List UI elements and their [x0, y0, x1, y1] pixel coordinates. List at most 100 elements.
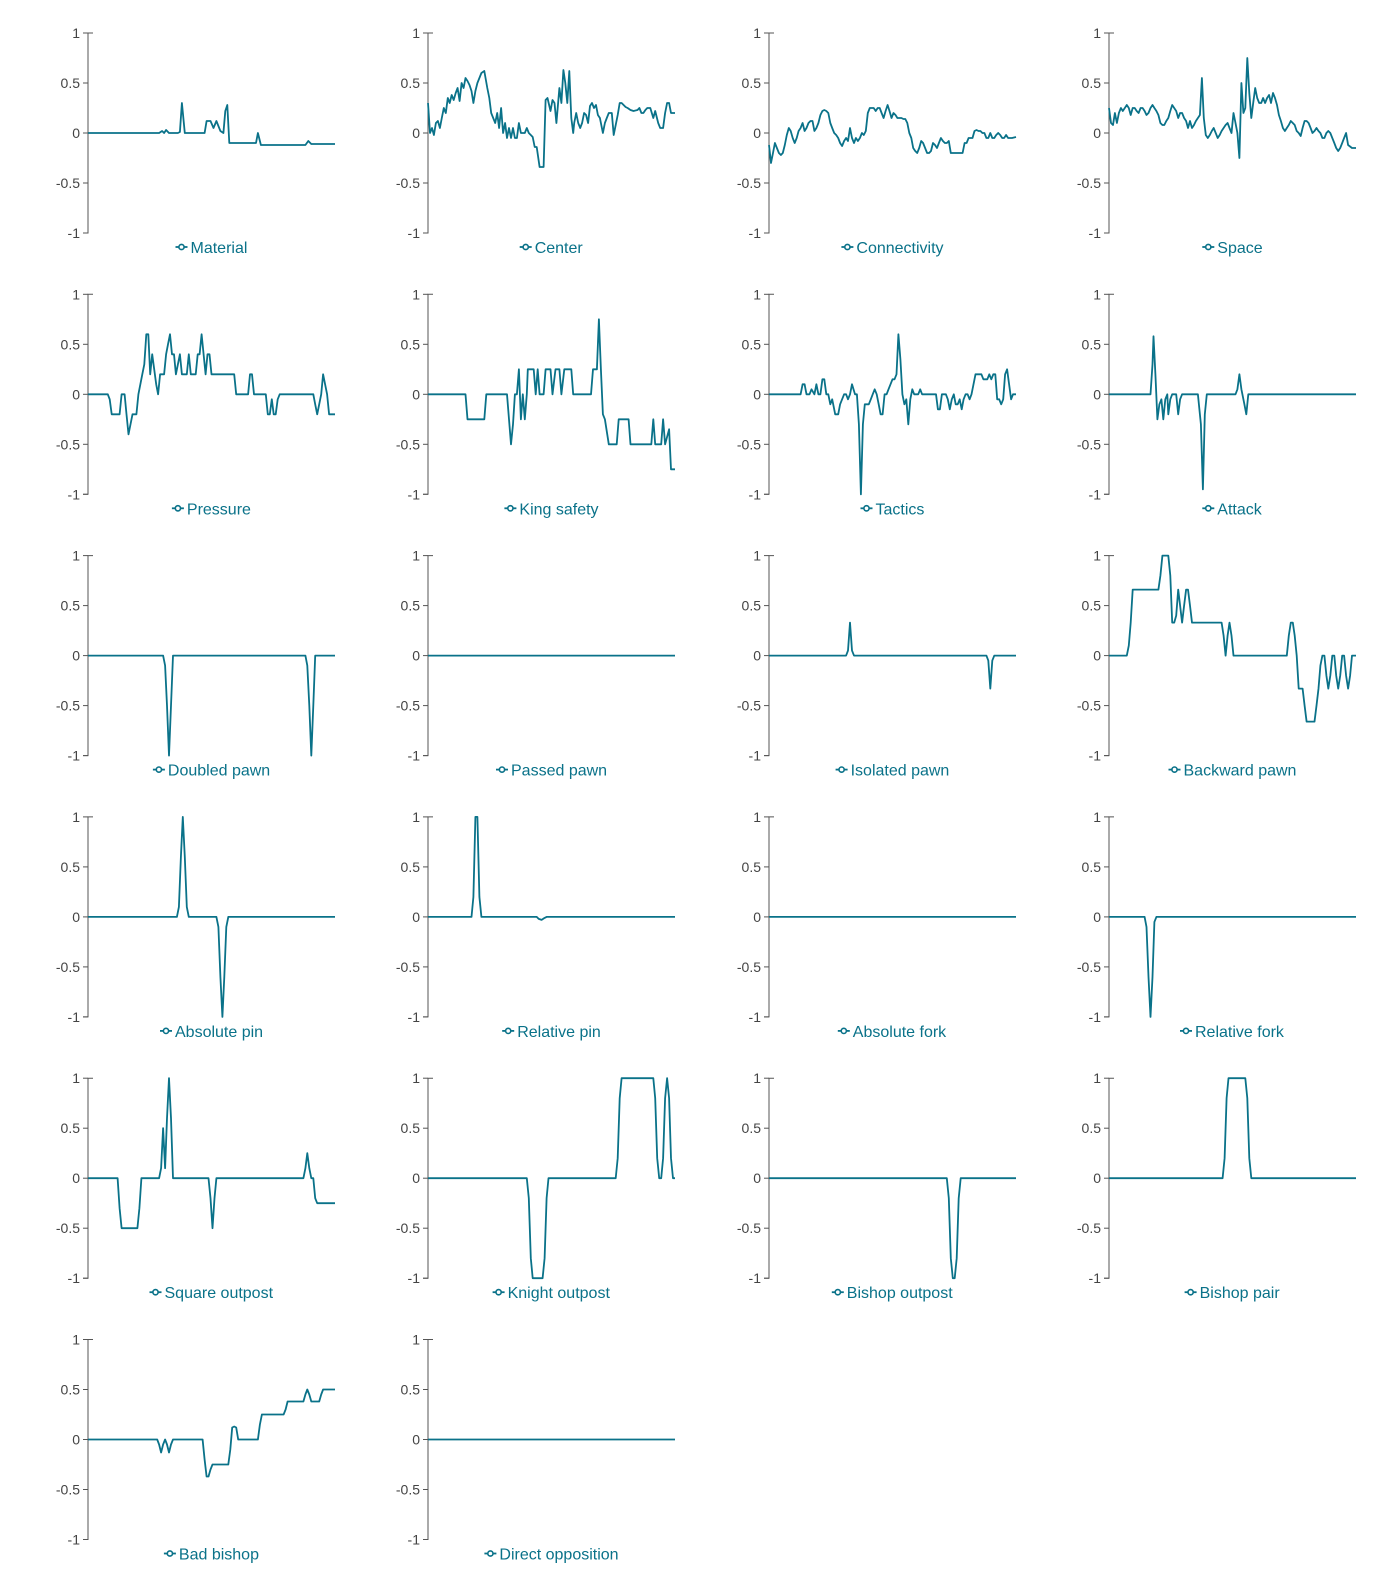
y-tick-label: 0.5: [401, 1120, 421, 1136]
y-tick-label: 1: [412, 1070, 420, 1086]
y-tick-label: 0: [412, 386, 420, 402]
y-tick-label: 0.5: [1082, 75, 1102, 91]
y-tick-label: 0.5: [1082, 859, 1102, 875]
legend-item[interactable]: Material: [175, 240, 248, 257]
legend-marker-icon: [1187, 1288, 1195, 1296]
legend-label: Isolated pawn: [851, 763, 950, 780]
y-tick-label: 1: [753, 286, 761, 302]
y-tick-label: -1: [749, 748, 762, 764]
y-tick-label: -0.5: [1077, 436, 1101, 452]
y-tick-label: 1: [72, 1332, 80, 1348]
y-tick-label: -1: [749, 1009, 762, 1025]
y-tick-label: -0.5: [396, 436, 420, 452]
y-tick-label: 0: [753, 1170, 761, 1186]
legend-item[interactable]: Center: [519, 240, 584, 257]
y-tick-label: -1: [1089, 748, 1102, 764]
y-tick-label: 0: [72, 125, 80, 141]
y-tick-label: -0.5: [56, 698, 80, 714]
y-tick-label: 1: [72, 1070, 80, 1086]
y-tick-label: 1: [1093, 809, 1101, 825]
legend-item[interactable]: Isolated pawn: [835, 763, 950, 780]
legend-item[interactable]: King safety: [504, 501, 599, 518]
chart-panel: 1 0.5 0 -0.5 -1 Isolated pawn: [737, 548, 1016, 780]
y-tick-label: 1: [1093, 286, 1101, 302]
legend-marker-icon: [162, 1027, 170, 1035]
y-tick-label: -0.5: [1077, 698, 1101, 714]
chart-panel: 1 0.5 0 -0.5 -1 Absolute fork: [737, 809, 1016, 1041]
y-tick-label: -0.5: [737, 436, 761, 452]
legend-item[interactable]: Passed pawn: [496, 763, 607, 780]
y-tick-label: -0.5: [737, 698, 761, 714]
legend-label: Knight outpost: [508, 1285, 611, 1302]
legend-item[interactable]: Absolute fork: [837, 1024, 947, 1041]
legend-item[interactable]: Relative fork: [1180, 1024, 1285, 1041]
chart-panel: 1 0.5 0 -0.5 -1 Space: [1077, 25, 1356, 257]
series-line: [88, 333, 335, 436]
y-tick-label: 0: [1093, 648, 1101, 664]
y-tick-label: 0: [72, 1432, 80, 1448]
y-tick-label: -0.5: [56, 175, 80, 191]
legend-item[interactable]: Backward pawn: [1168, 763, 1297, 780]
y-tick-label: 0.5: [742, 336, 762, 352]
y-tick-label: -0.5: [737, 175, 761, 191]
y-tick-label: 0.5: [61, 859, 81, 875]
chart-panel: 1 0.5 0 -0.5 -1 Material: [56, 25, 335, 257]
y-tick-label: -0.5: [56, 959, 80, 975]
y-tick-label: -0.5: [1077, 959, 1101, 975]
y-tick-label: 1: [753, 1070, 761, 1086]
legend-item[interactable]: Relative pin: [502, 1024, 601, 1041]
y-tick-label: 0: [72, 1170, 80, 1186]
legend-marker-icon: [834, 1288, 842, 1296]
y-tick-label: -1: [1089, 1270, 1102, 1286]
y-tick-label: 0.5: [61, 75, 81, 91]
series-line: [428, 318, 675, 471]
y-tick-label: 1: [412, 809, 420, 825]
chart-panel: 1 0.5 0 -0.5 -1 Absolute pin: [56, 809, 335, 1041]
chart-panel: 1 0.5 0 -0.5 -1 Pressure: [56, 286, 335, 518]
legend-item[interactable]: Bad bishop: [163, 1547, 259, 1564]
legend-label: Direct opposition: [499, 1547, 618, 1564]
legend-label: Absolute pin: [175, 1024, 263, 1041]
y-tick-label: -0.5: [1077, 175, 1101, 191]
legend-item[interactable]: Direct opposition: [484, 1547, 619, 1564]
series-line: [769, 333, 1016, 496]
chart-panel: 1 0.5 0 -0.5 -1 Backward pawn: [1077, 548, 1356, 780]
y-tick-label: 0: [1093, 125, 1101, 141]
y-tick-label: 0: [753, 648, 761, 664]
legend-item[interactable]: Space: [1202, 240, 1263, 257]
legend-item[interactable]: Doubled pawn: [152, 763, 270, 780]
series-line: [428, 816, 675, 921]
legend-item[interactable]: Bishop outpost: [831, 1285, 953, 1302]
y-tick-label: -0.5: [396, 1482, 420, 1498]
y-tick-label: -0.5: [737, 959, 761, 975]
y-tick-label: 0.5: [61, 1120, 81, 1136]
chart-panel: 1 0.5 0 -0.5 -1 Knight outpost: [396, 1070, 675, 1302]
legend-item[interactable]: Knight outpost: [492, 1285, 611, 1302]
series-line: [88, 816, 335, 1018]
series-line: [1108, 57, 1356, 159]
y-tick-label: 1: [753, 25, 761, 41]
legend-item[interactable]: Pressure: [171, 501, 251, 518]
legend-item[interactable]: Attack: [1202, 501, 1263, 518]
legend-marker-icon: [838, 766, 846, 773]
y-tick-label: 0.5: [1082, 336, 1102, 352]
legend-item[interactable]: Square outpost: [149, 1285, 274, 1302]
legend-marker-icon: [863, 504, 870, 512]
chart-panel: 1 0.5 0 -0.5 -1 King safety: [396, 286, 675, 518]
legend-label: Connectivity: [856, 240, 943, 257]
legend-item[interactable]: Absolute pin: [160, 1024, 263, 1041]
chart-panel: 1 0.5 0 -0.5 -1 Square outpost: [56, 1070, 335, 1302]
y-tick-label: -0.5: [396, 959, 420, 975]
legend-item[interactable]: Connectivity: [841, 240, 944, 257]
y-tick-label: 0.5: [61, 598, 81, 614]
y-tick-label: 0.5: [401, 1382, 421, 1398]
y-tick-label: 1: [1093, 548, 1101, 564]
y-tick-label: 1: [753, 809, 761, 825]
series-line: [1109, 1077, 1356, 1180]
y-tick-label: 1: [753, 548, 761, 564]
series-line: [1109, 335, 1356, 491]
legend-item[interactable]: Tactics: [860, 501, 925, 518]
legend-item[interactable]: Bishop pair: [1184, 1285, 1281, 1302]
legend-label: Relative pin: [517, 1024, 601, 1041]
